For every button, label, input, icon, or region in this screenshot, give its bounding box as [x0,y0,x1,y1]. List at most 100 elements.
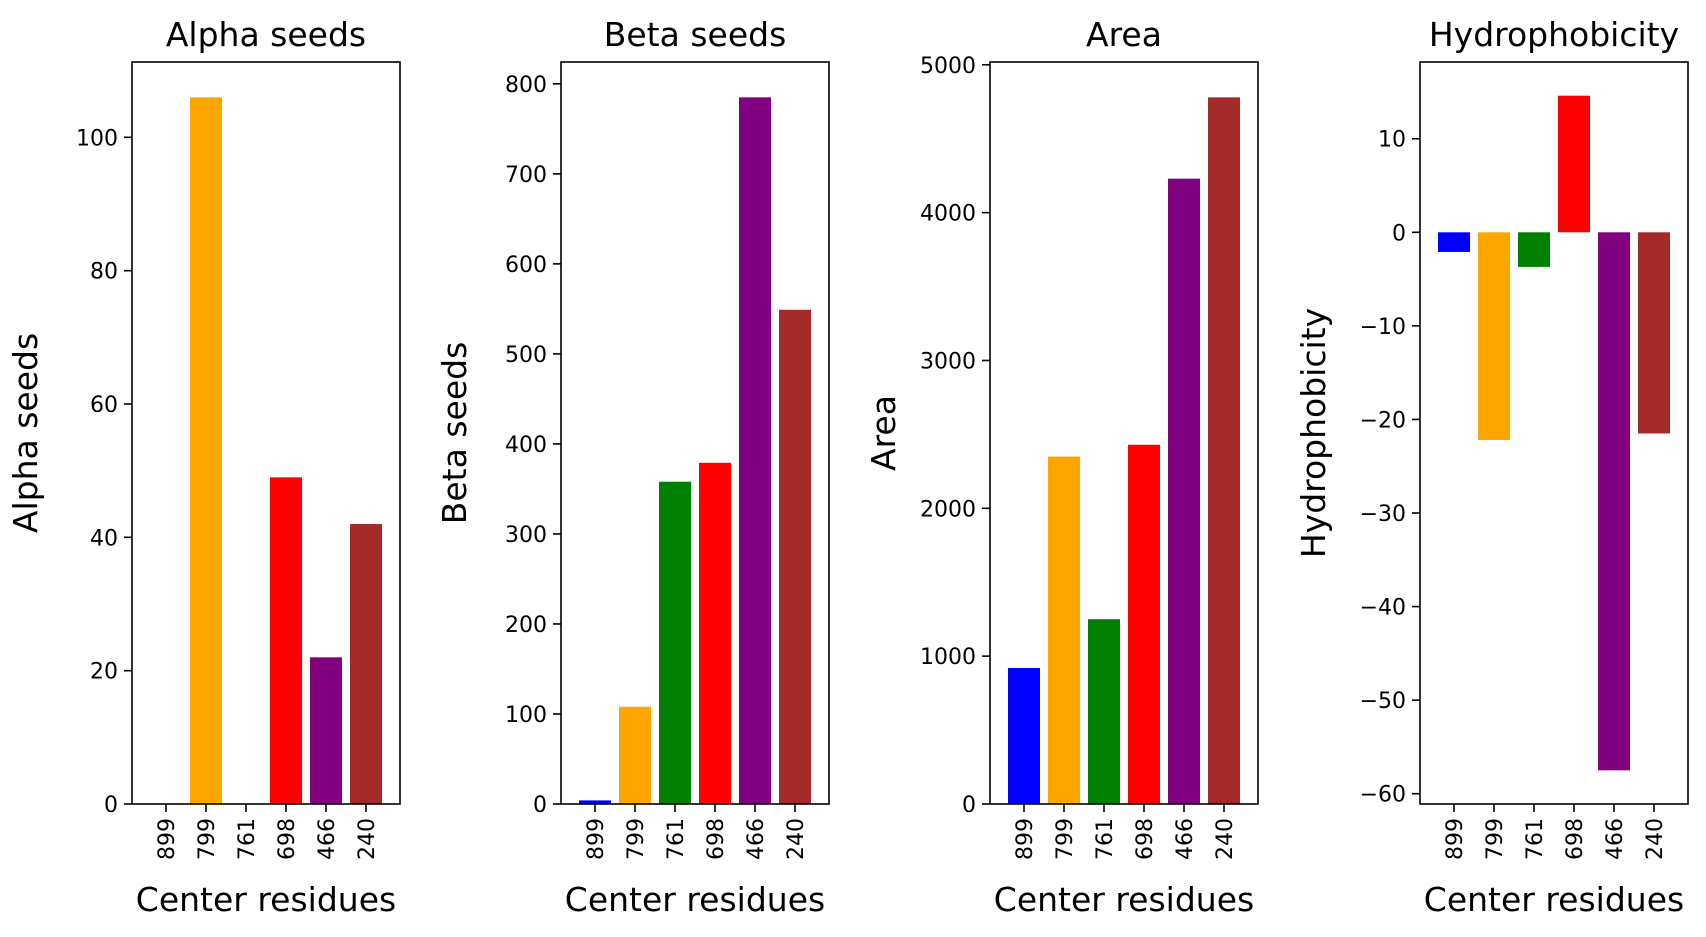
axes-frame [131,61,401,805]
y-tick-label: 400 [505,433,547,458]
bar-799 [1048,456,1080,804]
y-axis-label: Beta seeds [435,342,474,525]
y-axis-label: Area [864,395,903,471]
y-tick-label: 300 [505,523,547,548]
alpha-seeds-panel: Alpha seeds Alpha seeds Center residues … [6,15,401,919]
y-tick-label: 3000 [920,349,976,374]
bar-761 [1088,619,1120,804]
bar-799 [190,97,222,805]
bar-466 [310,657,342,804]
panel-title: Alpha seeds [166,15,366,54]
x-tick-label: 799 [1483,818,1508,860]
x-ticks: 899 799 761 698 466 240 [1013,804,1238,860]
bar-899 [1008,667,1040,804]
x-tick-label: 761 [1093,818,1118,860]
panel-title: Hydrophobicity [1429,15,1679,54]
x-axis-label: Center residues [136,880,396,919]
x-tick-label: 698 [275,818,300,860]
x-tick-label: 466 [1173,818,1198,860]
x-ticks: 899 799 761 698 466 240 [1443,804,1668,860]
y-tick-label: 100 [505,703,547,728]
bar-240 [1638,232,1670,434]
y-tick-label: −10 [1360,315,1406,340]
bar-698 [270,477,302,804]
bar-899 [1438,232,1470,252]
y-tick-label: 500 [505,343,547,368]
y-tick-label: 0 [1392,221,1406,246]
panel-title: Area [1086,15,1162,54]
beta-seeds-panel: Beta seeds Beta seeds Center residues 0 1… [435,15,830,919]
hydrophobicity-panel: Hydrophobicity Hydrophobicity Center res… [1294,15,1689,919]
bars [1438,95,1670,771]
y-tick-label: 1000 [920,645,976,670]
x-tick-label: 799 [1053,818,1078,860]
axes-frame [1419,61,1689,805]
y-tick-label: 200 [505,613,547,638]
x-tick-label: 240 [355,818,380,860]
x-tick-label: 240 [1643,818,1668,860]
y-ticks: 0 20 40 60 80 100 [76,126,132,818]
x-tick-label: 761 [1523,818,1548,860]
y-ticks: 10 0 −10 −20 −30 −40 −50 −60 [1360,128,1420,808]
y-tick-label: −50 [1360,689,1406,714]
x-tick-label: 761 [664,818,689,860]
bar-698 [699,462,731,804]
y-tick-label: 5000 [920,54,976,79]
bars [190,97,382,805]
y-tick-label: −20 [1360,408,1406,433]
bar-799 [1478,232,1510,441]
bar-466 [739,97,771,805]
x-tick-label: 698 [704,818,729,860]
bars [1008,97,1240,805]
panel-title: Beta seeds [604,15,787,54]
y-tick-label: 800 [505,73,547,98]
x-tick-label: 761 [235,818,260,860]
x-tick-label: 240 [1213,818,1238,860]
x-axis-label: Center residues [1424,880,1684,919]
bar-466 [1168,178,1200,804]
x-axis-label: Center residues [994,880,1254,919]
y-axis-label: Alpha seeds [6,333,45,533]
y-tick-label: 10 [1378,128,1406,153]
y-ticks: 0 100 200 300 400 500 600 700 800 [505,73,561,818]
bar-240 [350,524,382,804]
bar-698 [1558,95,1590,233]
x-tick-label: 899 [1013,818,1038,860]
x-ticks: 899 799 761 698 466 240 [584,804,809,860]
x-tick-label: 799 [624,818,649,860]
x-tick-label: 899 [584,818,609,860]
x-tick-label: 698 [1563,818,1588,860]
axes-frame [989,61,1259,805]
x-tick-label: 698 [1133,818,1158,860]
y-tick-label: 0 [962,793,976,818]
y-tick-label: −30 [1360,502,1406,527]
bar-240 [779,309,811,804]
y-ticks: 0 1000 2000 3000 4000 5000 [920,54,990,818]
x-tick-label: 799 [195,818,220,860]
bar-799 [619,706,651,804]
bar-698 [1128,444,1160,804]
x-tick-label: 466 [744,818,769,860]
x-tick-label: 899 [1443,818,1468,860]
y-tick-label: 80 [90,260,118,285]
bars [579,97,811,805]
y-tick-label: 700 [505,163,547,188]
bar-466 [1598,232,1630,771]
y-tick-label: −60 [1360,783,1406,808]
y-tick-label: 60 [90,393,118,418]
area-panel: Area Area Center residues 0 1000 2000 3000 4… [864,15,1259,919]
bar-761 [659,481,691,804]
bar-240 [1208,97,1240,805]
bar-899 [579,800,611,804]
x-ticks: 899 799 761 698 466 240 [155,804,380,860]
y-tick-label: 4000 [920,202,976,227]
y-tick-label: 0 [533,793,547,818]
x-tick-label: 899 [155,818,180,860]
x-tick-label: 466 [315,818,340,860]
y-tick-label: 2000 [920,497,976,522]
y-tick-label: 20 [90,660,118,685]
bar-761 [1518,232,1550,267]
x-axis-label: Center residues [565,880,825,919]
y-tick-label: 600 [505,253,547,278]
